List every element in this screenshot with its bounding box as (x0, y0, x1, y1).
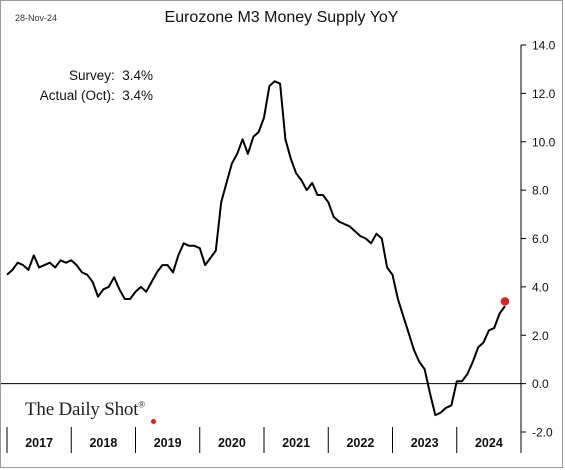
logo-text: The Daily Shot (25, 399, 139, 420)
y-tick-label: 12.0 (532, 87, 556, 101)
logo-red-dot-icon (151, 419, 156, 424)
date-stamp: 28-Nov-24 (15, 13, 58, 23)
x-tick-label: 2023 (411, 436, 439, 450)
y-tick-label: 4.0 (532, 280, 549, 294)
y-tick-label: -2.0 (532, 426, 553, 440)
x-tick-label: 2022 (346, 436, 374, 450)
y-tick-label: 14.0 (532, 39, 556, 53)
y-tick-label: 10.0 (532, 135, 556, 149)
survey-annotation: Survey: 3.4% (68, 68, 153, 83)
x-tick-label: 2019 (154, 436, 182, 450)
endpoint-marker (500, 297, 510, 306)
x-tick-label: 2017 (25, 436, 53, 450)
x-tick-label: 2021 (282, 436, 310, 450)
logo-registered-mark: ® (138, 399, 145, 410)
y-tick-label: 2.0 (532, 329, 549, 343)
series-line (6, 80, 506, 417)
y-tick-label: 0.0 (532, 377, 549, 391)
x-tick-label: 2020 (218, 436, 246, 450)
daily-shot-logo: The Daily Shot® (25, 399, 145, 421)
y-tick-label: 6.0 (532, 232, 549, 246)
actual-annotation: Actual (Oct): 3.4% (39, 88, 153, 103)
y-tick-label: 8.0 (532, 184, 549, 198)
x-tick-label: 2024 (475, 436, 503, 450)
chart-title: Eurozone M3 Money Supply YoY (164, 9, 399, 26)
x-tick-label: 2018 (89, 436, 117, 450)
